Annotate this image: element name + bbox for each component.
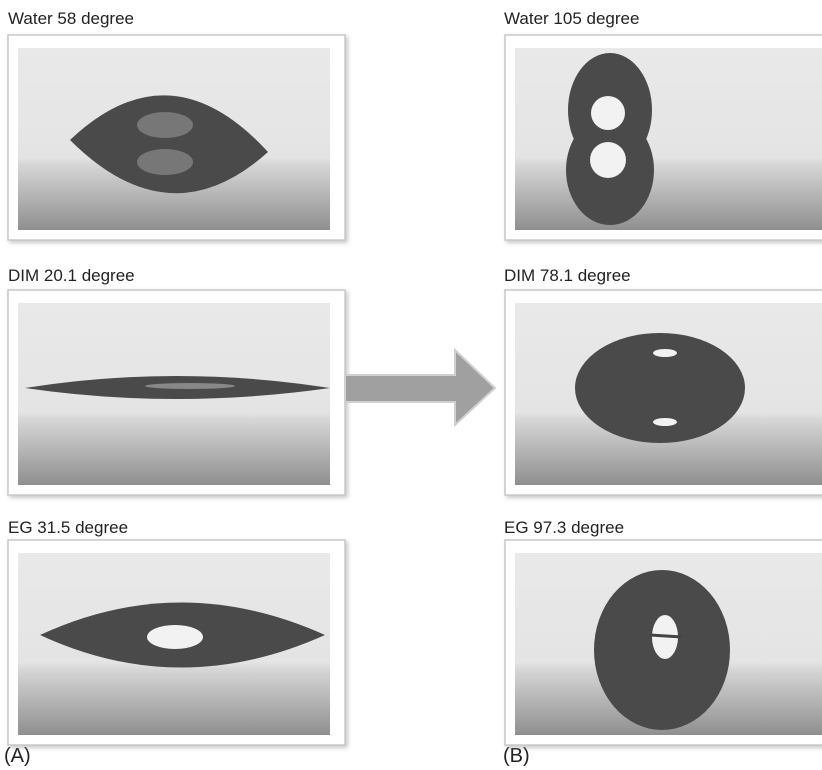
- photo: [8, 290, 345, 495]
- caption: DIM 78.1 degree: [504, 266, 631, 285]
- figure: Water 58 degree DIM 20.1 degree EG 31.5 …: [0, 0, 822, 770]
- photo: [505, 35, 822, 240]
- photo: [505, 290, 822, 495]
- caption: Water 58 degree: [8, 9, 134, 28]
- caption: DIM 20.1 degree: [8, 266, 135, 285]
- photo: [8, 540, 345, 745]
- caption: Water 105 degree: [504, 9, 639, 28]
- caption: EG 31.5 degree: [8, 518, 128, 537]
- panel-label: (A): [4, 745, 31, 767]
- arrow: [345, 350, 495, 425]
- panel-label: (B): [503, 745, 530, 767]
- photo: [505, 540, 822, 745]
- caption: EG 97.3 degree: [504, 518, 624, 537]
- photo: [8, 35, 345, 240]
